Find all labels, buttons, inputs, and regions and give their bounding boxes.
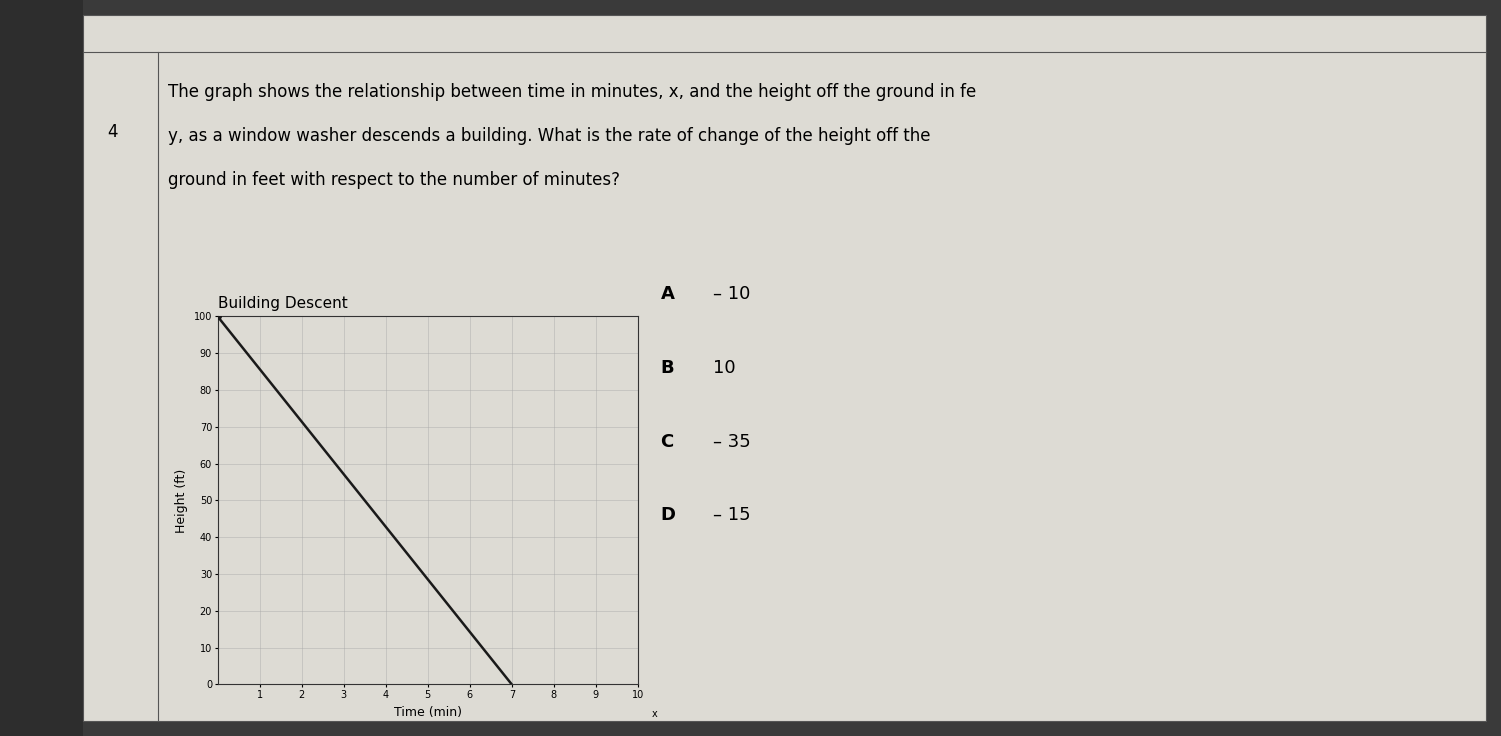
Text: – 35: – 35 bbox=[713, 433, 750, 450]
Bar bbox=[0, 0, 83, 736]
Text: A: A bbox=[660, 286, 674, 303]
Text: – 10: – 10 bbox=[713, 286, 750, 303]
Text: B: B bbox=[660, 359, 674, 377]
Text: ground in feet with respect to the number of minutes?: ground in feet with respect to the numbe… bbox=[168, 171, 620, 189]
Text: y, as a window washer descends a building. What is the rate of change of the hei: y, as a window washer descends a buildin… bbox=[168, 127, 931, 145]
Text: – 15: – 15 bbox=[713, 506, 750, 524]
Text: The graph shows the relationship between time in minutes, x, and the height off : The graph shows the relationship between… bbox=[168, 83, 976, 101]
Text: D: D bbox=[660, 506, 675, 524]
Text: 10: 10 bbox=[713, 359, 735, 377]
Text: x: x bbox=[651, 709, 657, 719]
Y-axis label: Height (ft): Height (ft) bbox=[176, 468, 188, 533]
Text: C: C bbox=[660, 433, 674, 450]
Text: 4: 4 bbox=[108, 124, 117, 141]
Text: Building Descent: Building Descent bbox=[218, 296, 347, 311]
X-axis label: Time (min): Time (min) bbox=[393, 706, 462, 718]
